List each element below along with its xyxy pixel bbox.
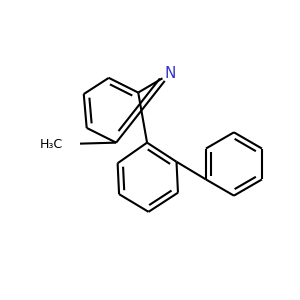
- Circle shape: [162, 64, 179, 82]
- Text: N: N: [165, 66, 176, 81]
- Text: H₃C: H₃C: [40, 138, 63, 151]
- Circle shape: [47, 128, 79, 160]
